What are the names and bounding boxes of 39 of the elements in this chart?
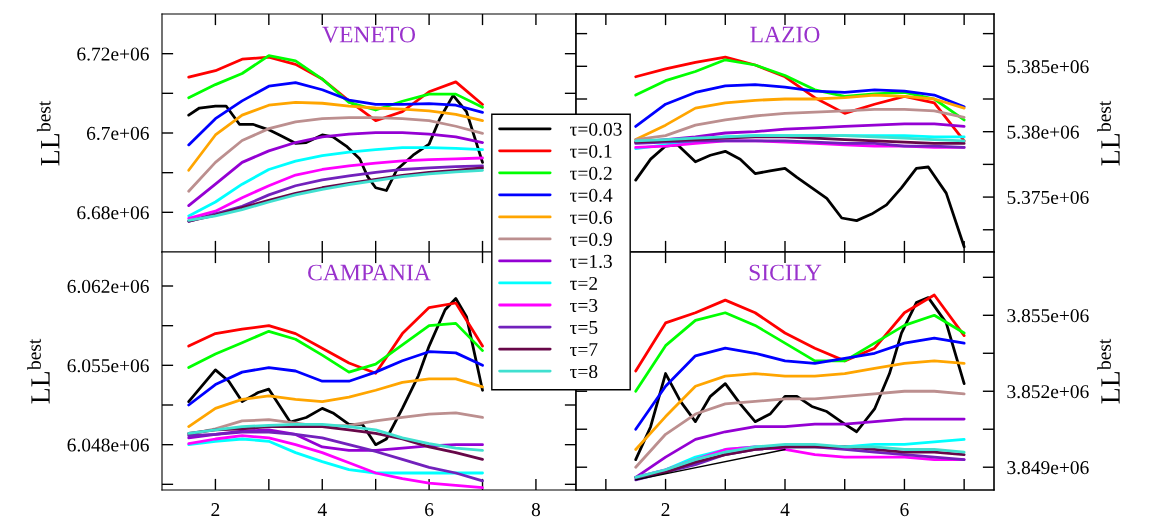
chart-title: VENETO bbox=[322, 26, 416, 43]
legend-label: τ=5 bbox=[570, 321, 598, 335]
y2-tick-label: 5.375e+06 bbox=[1007, 190, 1089, 205]
x-tick-label: 6 bbox=[900, 503, 909, 517]
chart-title: LAZIO bbox=[750, 26, 820, 43]
y-axis-title: LL$^{best}$ bbox=[27, 338, 50, 404]
x-tick-label: 8 bbox=[531, 503, 541, 517]
x-tick-label: 6 bbox=[425, 503, 434, 517]
y-tick-label: 6.062e+06 bbox=[67, 279, 149, 294]
legend-label: τ=1.3 bbox=[570, 254, 612, 269]
y2-tick-label: 5.38e+06 bbox=[1007, 125, 1079, 139]
legend-label: τ=8 bbox=[570, 364, 598, 379]
x-tick-label: 4 bbox=[780, 503, 790, 516]
chart-title: CAMPANIA bbox=[308, 264, 431, 281]
y-tick-label: 6.7e+06 bbox=[86, 126, 149, 141]
legend-label: τ=0.1 bbox=[570, 144, 612, 158]
y2-axis-title: LL$^{best}$ bbox=[1097, 338, 1120, 404]
y-tick-label: 6.048e+06 bbox=[67, 438, 149, 452]
x-tick-label: 2 bbox=[211, 503, 220, 516]
legend-label: τ=0.9 bbox=[570, 232, 612, 246]
y-axis-title: LL$^{best}$ bbox=[36, 100, 60, 166]
legend-label: τ=0.4 bbox=[570, 188, 613, 202]
chart-title: SICILY bbox=[749, 264, 822, 281]
y2-tick-label: 5.385e+06 bbox=[1007, 60, 1089, 74]
legend-label: τ=7 bbox=[570, 343, 598, 357]
y-tick-label: 6.68e+06 bbox=[77, 206, 149, 220]
legend-label: τ=3 bbox=[570, 298, 598, 312]
legend-label: τ=2 bbox=[570, 276, 598, 290]
y2-tick-label: 3.855e+06 bbox=[1007, 309, 1089, 323]
y2-tick-label: 3.849e+06 bbox=[1007, 461, 1089, 475]
x-tick-label: 4 bbox=[317, 503, 327, 516]
x-tick-label: 2 bbox=[661, 503, 670, 516]
legend-label: τ=0.03 bbox=[570, 122, 622, 136]
legend-label: τ=0.6 bbox=[570, 210, 613, 224]
y-tick-label: 6.055e+06 bbox=[67, 359, 149, 373]
y2-axis-title: LL$^{best}$ bbox=[1097, 100, 1120, 166]
y-tick-label: 6.72e+06 bbox=[77, 47, 149, 61]
legend-label: τ=0.2 bbox=[570, 166, 612, 180]
y2-tick-label: 3.852e+06 bbox=[1007, 385, 1089, 399]
